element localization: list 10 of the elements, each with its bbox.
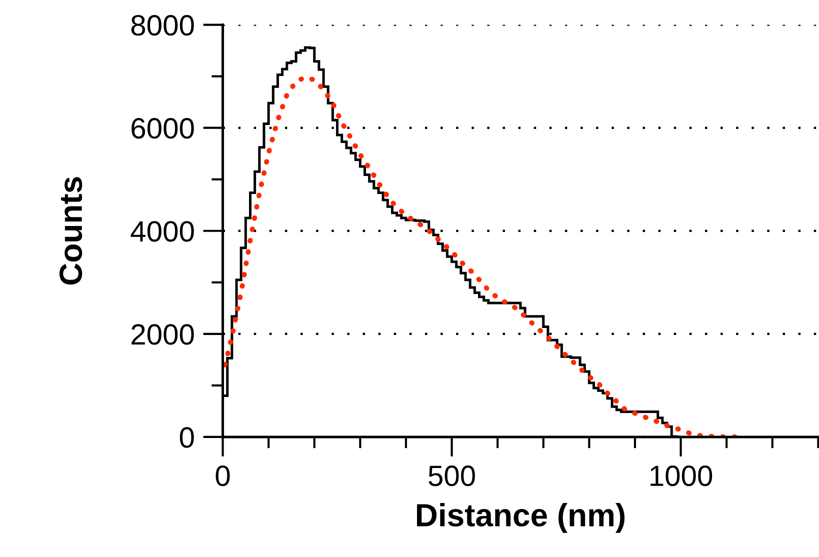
- y-tick-label: 8000: [131, 14, 194, 36]
- y-tick-label: 2000: [132, 324, 194, 345]
- y-tick-label: 4000: [130, 221, 194, 242]
- x-tick-label: 500: [428, 466, 475, 486]
- y-tick-label: 6000: [132, 118, 194, 139]
- y-axis-title: Counts: [60, 177, 82, 285]
- x-tick-label: 1000: [650, 466, 712, 486]
- x-axis-title: Distance (nm): [417, 503, 625, 533]
- x-tick-label: 0: [216, 466, 230, 486]
- y-tick-label: 0: [180, 427, 194, 448]
